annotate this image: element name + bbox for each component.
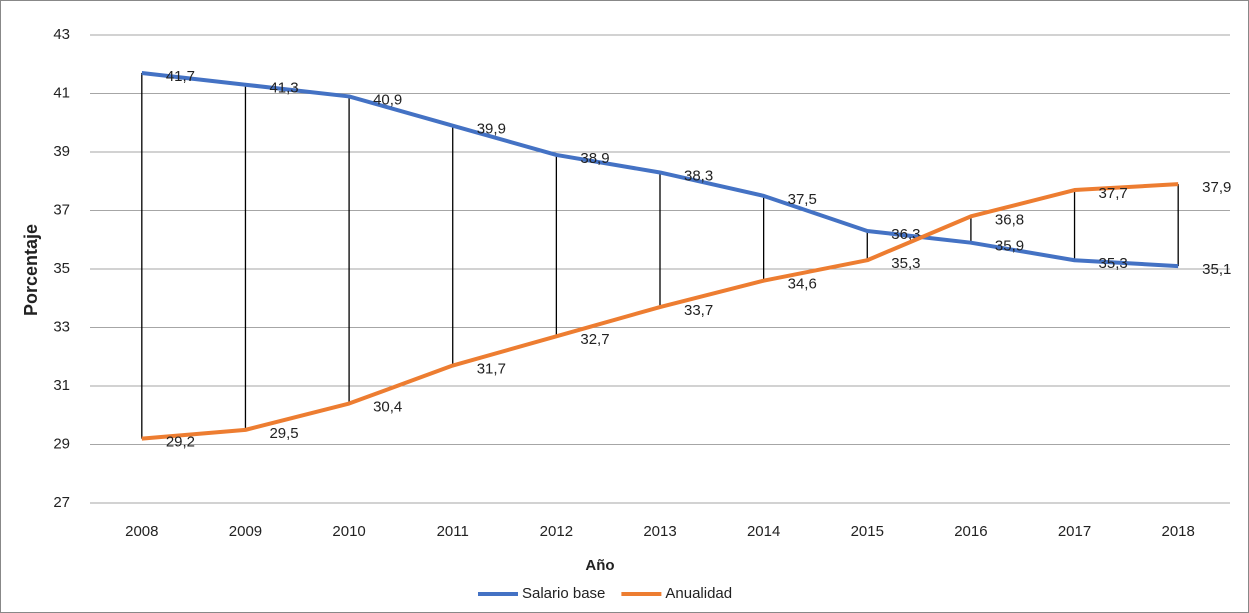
data-label: 30,4 (373, 399, 402, 416)
x-tick-label: 2010 (332, 523, 365, 540)
data-label: 31,7 (477, 360, 506, 377)
data-label: 36,8 (995, 211, 1024, 228)
data-label: 29,5 (269, 425, 298, 442)
x-tick-label: 2012 (540, 523, 573, 540)
y-tick-label: 41 (53, 84, 70, 101)
x-tick-label: 2016 (954, 523, 987, 540)
x-tick-label: 2018 (1161, 523, 1194, 540)
data-label: 38,3 (684, 167, 713, 184)
legend-label: Anualidad (665, 585, 732, 602)
data-label: 35,3 (891, 255, 920, 272)
data-label: 37,7 (1099, 185, 1128, 202)
y-tick-label: 37 (53, 201, 70, 218)
x-tick-label: 2014 (747, 523, 780, 540)
x-axis-title: Año (585, 557, 614, 574)
series-line (141, 71, 1179, 269)
y-tick-label: 27 (53, 494, 70, 511)
data-label: 35,9 (995, 238, 1024, 255)
x-tick-label: 2017 (1058, 523, 1091, 540)
legend-label: Salario base (522, 585, 605, 602)
x-tick-label: 2008 (125, 523, 158, 540)
x-tick-label: 2009 (229, 523, 262, 540)
x-tick-label: 2013 (643, 523, 676, 540)
data-label: 33,7 (684, 302, 713, 319)
data-label: 29,2 (166, 434, 195, 451)
y-tick-label: 43 (53, 26, 70, 43)
data-label: 35,1 (1202, 261, 1231, 278)
y-tick-label: 35 (53, 260, 70, 277)
data-label: 37,9 (1202, 179, 1231, 196)
data-label: 41,7 (166, 68, 195, 85)
data-label: 39,9 (477, 121, 506, 138)
y-axis-title: Porcentaje (21, 224, 41, 316)
data-label: 32,7 (580, 331, 609, 348)
data-label: 37,5 (788, 191, 817, 208)
x-tick-label: 2011 (437, 523, 469, 540)
data-label: 40,9 (373, 91, 402, 108)
y-tick-label: 39 (53, 143, 70, 160)
data-label: 41,3 (269, 80, 298, 97)
y-tick-label: 33 (53, 318, 70, 335)
y-tick-label: 29 (53, 435, 70, 452)
series-line (141, 182, 1179, 441)
data-label: 34,6 (788, 276, 817, 293)
data-label: 38,9 (580, 150, 609, 167)
data-label: 35,3 (1099, 255, 1128, 272)
y-tick-label: 31 (53, 377, 70, 394)
x-tick-label: 2015 (851, 523, 884, 540)
